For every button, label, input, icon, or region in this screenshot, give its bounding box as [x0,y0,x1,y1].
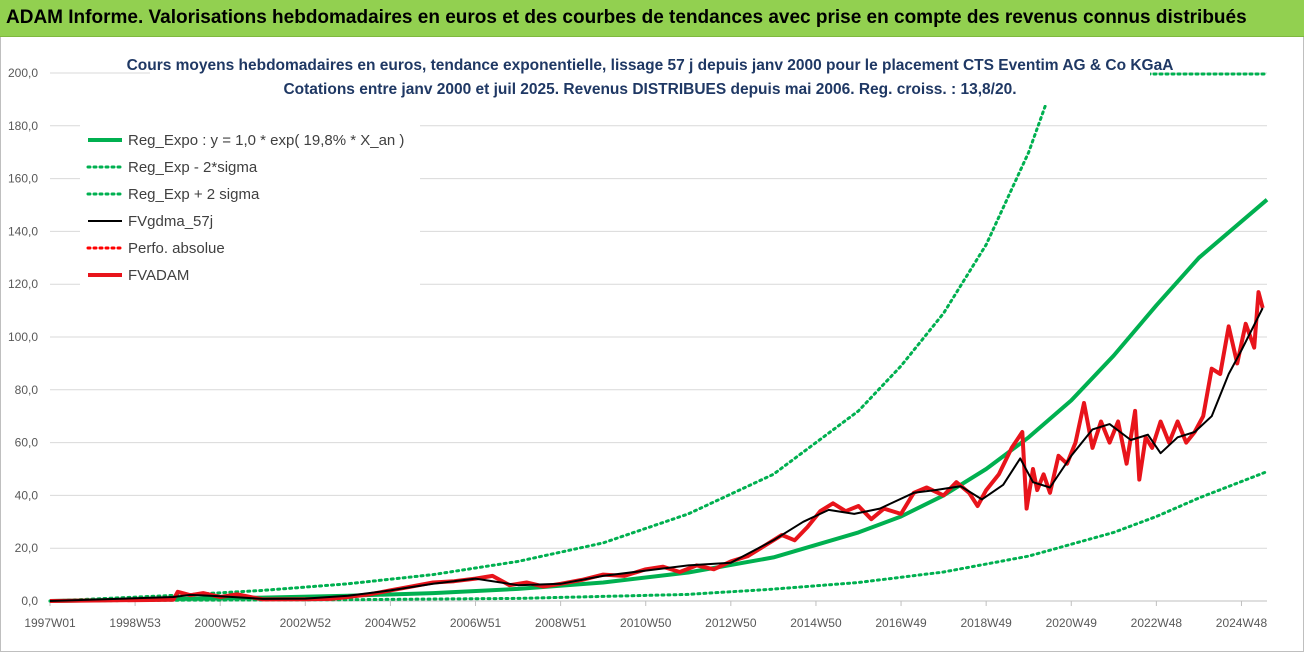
x-tick-label: 1998W53 [109,616,161,630]
y-tick-label: 120,0 [8,277,38,291]
x-tick-label: 2022W48 [1131,616,1183,630]
y-tick-label: 160,0 [8,172,38,186]
series-layer [48,72,1270,603]
legend-label: Reg_Exp + 2 sigma [128,186,260,203]
x-tick-label: 2018W49 [960,616,1012,630]
y-tick-label: 0,0 [21,594,38,608]
y-tick-label: 20,0 [15,541,39,555]
legend-label: FVADAM [128,267,189,284]
legend-label: Reg_Exp - 2*sigma [128,159,258,176]
title-box [150,47,1150,105]
y-tick-label: 140,0 [8,224,38,238]
legend-box [80,124,420,290]
banner-title: ADAM Informe. Valorisations hebdomadaire… [6,7,1247,28]
x-tick-label: 2016W49 [875,616,927,630]
x-tick-label: 2004W52 [365,616,417,630]
legend-label: Perfo. absolue [128,240,225,257]
y-tick-label: 80,0 [15,383,39,397]
x-tick-label: 2020W49 [1046,616,1098,630]
axis-ticks: 0,0 20,0 40,0 60,0 80,0 100,0 120,0 140,0 160,0 1… [8,66,1268,630]
x-tick-label: 2010W50 [620,616,672,630]
x-tick-label: 2002W52 [280,616,332,630]
legend: Reg_Expo : y = 1,0 * exp( 19,8% * X_an )… [80,124,420,290]
y-tick-label: 180,0 [8,119,38,133]
chart-subtitle: Cotations entre janv 2000 et juil 2025. … [283,81,1016,98]
y-tick-label: 40,0 [15,488,39,502]
x-tick-label: 2014W50 [790,616,842,630]
title-banner: ADAM Informe. Valorisations hebdomadaire… [0,0,1304,37]
x-tick-label: 2024W48 [1216,616,1268,630]
series-line-1 [48,470,1269,603]
x-tick-label: 2006W51 [450,616,502,630]
x-tick-label: 2012W50 [705,616,757,630]
legend-label: Reg_Expo : y = 1,0 * exp( 19,8% * X_an ) [128,132,404,149]
x-tick-label: 2008W51 [535,616,587,630]
legend-label: FVgdma_57j [128,213,213,230]
x-tick-label: 1997W01 [24,616,76,630]
x-tick-label: 2000W52 [195,616,247,630]
series-line-2 [48,103,1048,603]
y-tick-label: 60,0 [15,436,39,450]
y-tick-label: 100,0 [8,330,38,344]
series-line-3 [49,307,1264,602]
y-tick-label: 200,0 [8,66,38,80]
chart-title: Cours moyens hebdomadaires en euros, ten… [127,57,1174,74]
series-line-5 [49,290,1265,603]
